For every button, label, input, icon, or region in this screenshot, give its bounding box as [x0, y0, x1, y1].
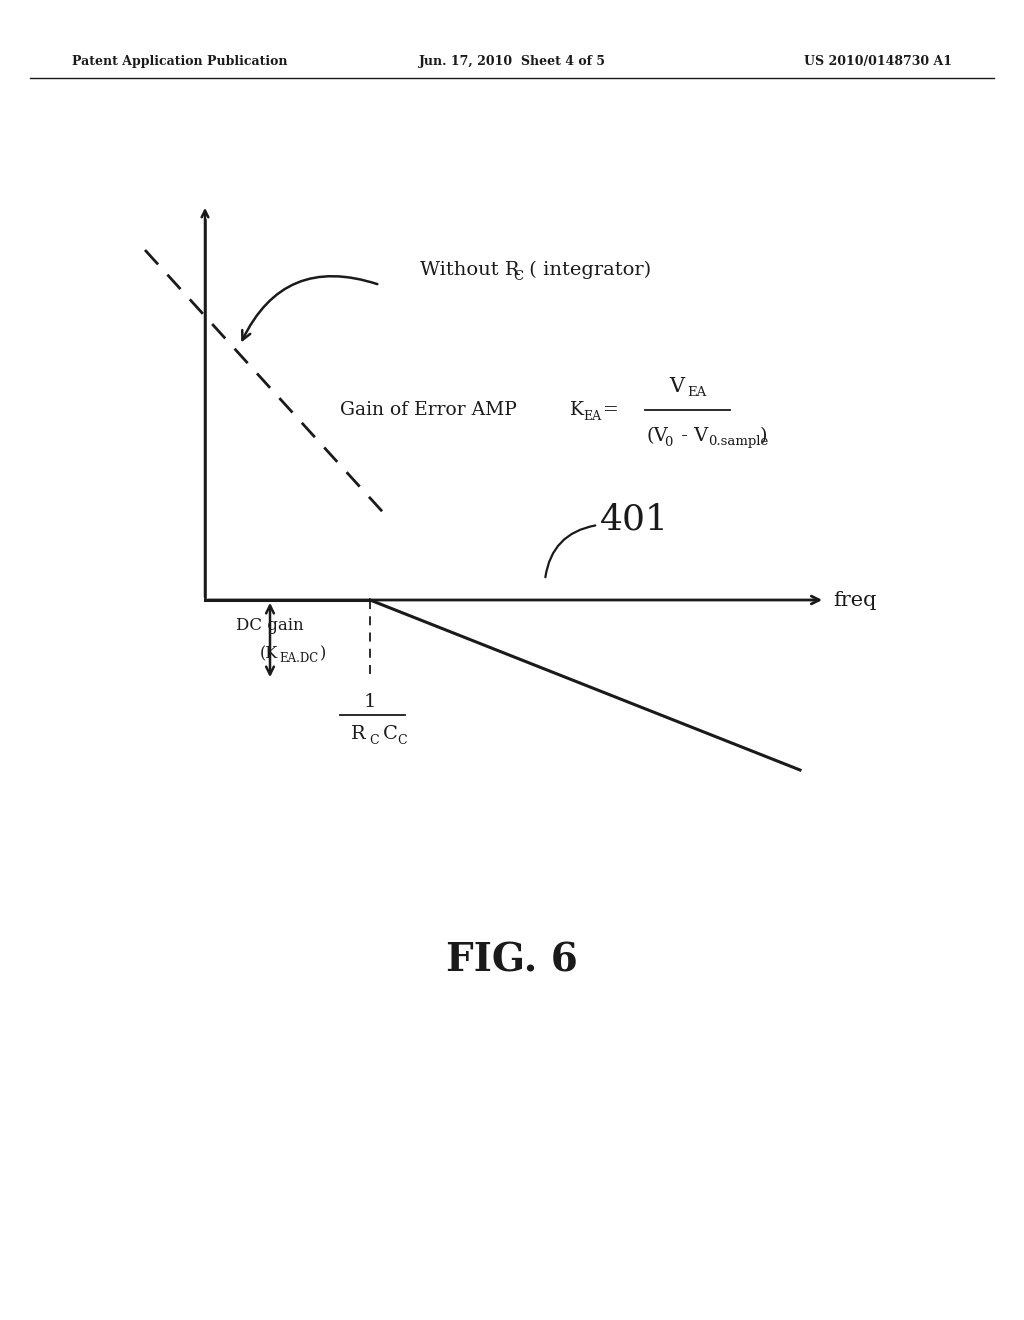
Text: 0.sample: 0.sample	[708, 436, 768, 449]
Text: ( integrator): ( integrator)	[523, 261, 651, 279]
Text: ): )	[760, 426, 768, 445]
Text: 1: 1	[364, 693, 376, 711]
Text: C: C	[383, 725, 398, 743]
Text: US 2010/0148730 A1: US 2010/0148730 A1	[804, 55, 952, 69]
Text: Patent Application Publication: Patent Application Publication	[72, 55, 288, 69]
Text: EA: EA	[687, 385, 707, 399]
Text: (V: (V	[647, 426, 669, 445]
Text: FIG. 6: FIG. 6	[446, 941, 578, 979]
Text: R: R	[351, 725, 366, 743]
Text: C: C	[397, 734, 407, 747]
Text: V: V	[670, 376, 685, 396]
Text: K: K	[570, 401, 584, 418]
Text: (K: (K	[260, 645, 279, 663]
Text: ): )	[319, 645, 327, 663]
Text: EA.DC: EA.DC	[279, 652, 318, 665]
Text: - V: - V	[675, 426, 709, 445]
Text: DC gain: DC gain	[237, 618, 304, 635]
Text: Without R: Without R	[420, 261, 519, 279]
Text: EA: EA	[583, 409, 601, 422]
Text: Jun. 17, 2010  Sheet 4 of 5: Jun. 17, 2010 Sheet 4 of 5	[419, 55, 605, 69]
Text: 0: 0	[664, 436, 673, 449]
Text: C: C	[369, 734, 379, 747]
Text: Gain of Error AMP: Gain of Error AMP	[340, 401, 517, 418]
Text: freq: freq	[833, 590, 877, 610]
Text: 401: 401	[600, 503, 669, 537]
Text: =: =	[603, 401, 618, 418]
Text: C: C	[513, 269, 523, 282]
